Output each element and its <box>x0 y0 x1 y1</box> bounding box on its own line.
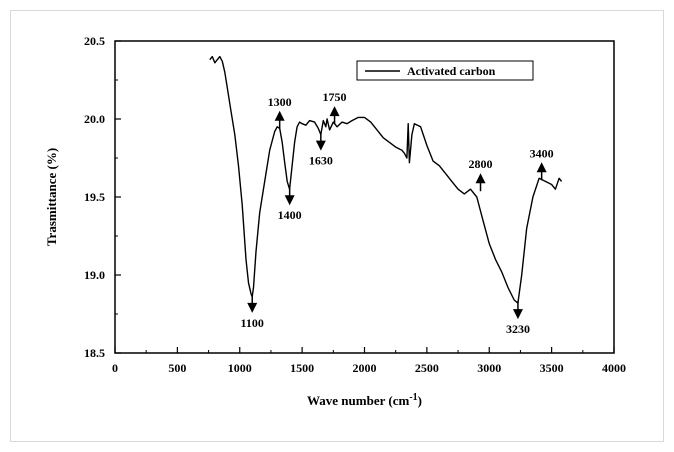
y-axis-title: Trasmittance (%) <box>44 148 59 246</box>
legend-box <box>356 60 534 81</box>
peak-annotation-3230: 3230 <box>506 301 530 336</box>
axis-ticks: 0 500 1000 1500 2000 2500 3000 3500 4000 18.5 19.0… <box>84 34 626 375</box>
x-tick-label: 1500 <box>290 361 314 375</box>
y-tick-label: 18.5 <box>84 346 105 360</box>
peak-annotation-2800: 2800 <box>469 157 493 192</box>
peak-annotation-1400: 1400 <box>278 187 302 222</box>
annotation-label: 3230 <box>506 322 530 336</box>
x-tick-label: 2000 <box>353 361 377 375</box>
annotation-label: 1100 <box>241 316 264 330</box>
annotation-label: 2800 <box>469 157 493 171</box>
y-tick-label: 20.0 <box>84 112 105 126</box>
x-tick-label: 3000 <box>477 361 501 375</box>
annotation-arrow-head <box>512 309 523 320</box>
annotation-arrow-head <box>247 302 258 313</box>
annotation-arrow-head <box>329 106 340 117</box>
peak-annotation-1300: 1300 <box>268 95 292 129</box>
x-axis-title-main: Wave number (cm <box>307 393 409 408</box>
annotation-arrow-head <box>315 140 326 151</box>
annotation-arrow-head <box>536 162 547 173</box>
peak-annotation-1630: 1630 <box>309 132 333 168</box>
series-line-activated-carbon <box>209 55 563 304</box>
annotation-label: 1400 <box>278 208 302 222</box>
peak-annotation-3400: 3400 <box>530 146 554 181</box>
annotation-arrow-head <box>475 173 486 184</box>
plot-border <box>114 40 615 354</box>
y-tick-label: 19.0 <box>84 268 105 282</box>
annotation-label: 1300 <box>268 95 292 109</box>
chart-frame <box>10 10 664 442</box>
y-tick-label: 19.5 <box>84 190 105 204</box>
annotation-label: 1630 <box>309 154 333 168</box>
x-axis-title-suffix: ) <box>418 393 422 408</box>
x-tick-label: 4000 <box>602 361 626 375</box>
peak-annotation-1750: 1750 <box>323 90 347 125</box>
annotation-label: 1750 <box>323 90 347 104</box>
plot-area <box>114 40 615 354</box>
x-tick-label: 2500 <box>415 361 439 375</box>
peak-annotation-1100: 1100 <box>241 294 264 330</box>
annotation-arrow-head <box>284 195 295 206</box>
legend-label: Activated carbon <box>407 64 496 78</box>
peak-annotations: 1100 1300 1400 1630 1750 2800 3230 3400 <box>241 90 554 336</box>
x-tick-label: 0 <box>112 361 118 375</box>
legend: Activated carbon <box>356 60 534 81</box>
y-tick-label: 20.5 <box>84 34 105 48</box>
x-tick-label: 500 <box>168 361 186 375</box>
x-tick-label: 1000 <box>228 361 252 375</box>
x-tick-label: 3500 <box>540 361 564 375</box>
annotation-label: 3400 <box>530 146 554 160</box>
annotation-arrow-head <box>274 110 285 121</box>
series-layer <box>209 55 563 304</box>
x-axis-title-superscript: -1 <box>409 392 417 403</box>
x-axis-title: Wave number (cm-1) <box>307 392 422 408</box>
